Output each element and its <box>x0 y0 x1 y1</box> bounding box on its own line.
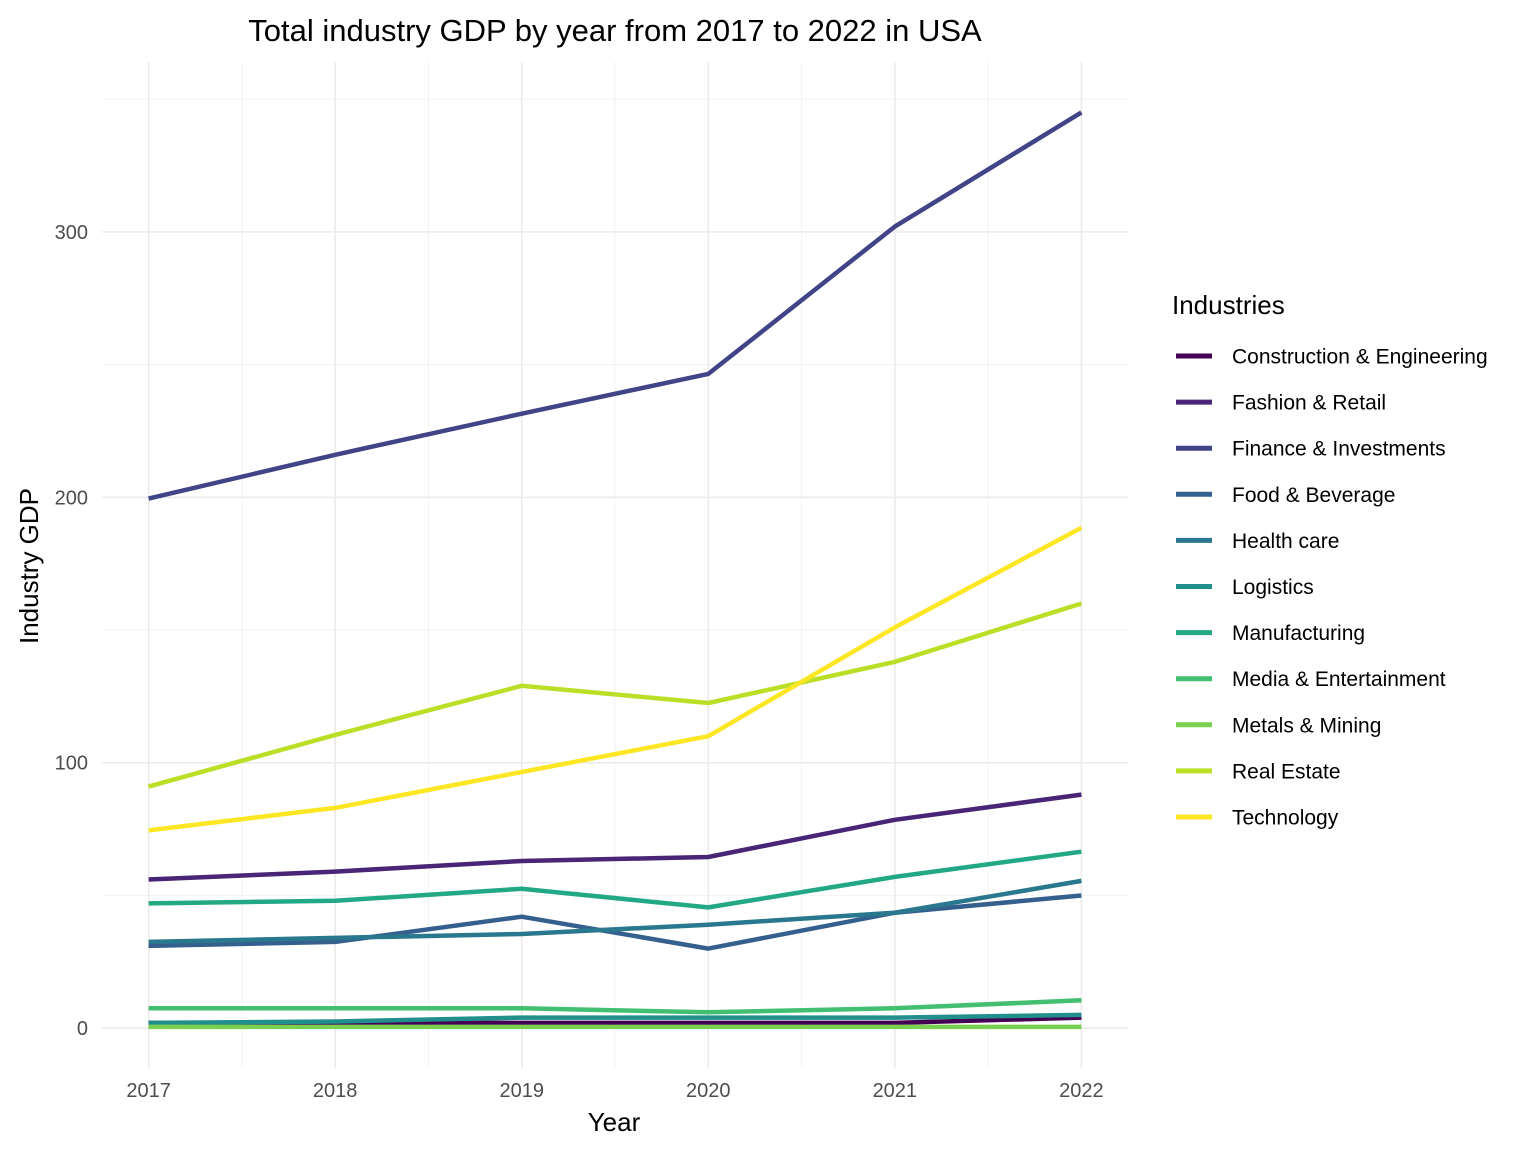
legend-title: Industries <box>1172 290 1285 320</box>
y-tick-label: 0 <box>77 1018 88 1040</box>
y-tick-label: 300 <box>55 222 88 244</box>
x-tick-label: 2021 <box>873 1080 918 1102</box>
legend-label: Manufacturing <box>1232 622 1365 645</box>
legend-item: Finance & Investments <box>1176 438 1446 461</box>
legend-label: Construction & Engineering <box>1232 346 1488 369</box>
series-lines <box>147 110 1083 1030</box>
legend-label: Logistics <box>1232 576 1314 599</box>
legend-label: Media & Entertainment <box>1232 668 1446 691</box>
legend-label: Food & Beverage <box>1232 484 1395 507</box>
series-line <box>148 1012 1082 1026</box>
series-line <box>148 998 1082 1015</box>
series-line <box>148 893 1082 951</box>
y-tick-label: 100 <box>55 753 88 775</box>
x-axis-ticks: 2017 2018 2019 2020 2021 2022 <box>126 1080 1103 1102</box>
legend-item: Food & Beverage <box>1176 484 1395 507</box>
x-tick-label: 2019 <box>499 1080 544 1102</box>
y-axis-title: Industry GDP <box>14 488 44 644</box>
legend-item: Manufacturing <box>1176 622 1365 645</box>
x-tick-label: 2017 <box>126 1080 171 1102</box>
legend-item: Fashion & Retail <box>1176 392 1386 415</box>
minor-gridlines <box>102 62 1128 1068</box>
series-line <box>148 849 1082 910</box>
series-line <box>148 525 1083 833</box>
legend-label: Finance & Investments <box>1232 438 1446 461</box>
legend-item: Real Estate <box>1176 760 1341 783</box>
plot-panel <box>102 62 1128 1068</box>
x-tick-label: 2020 <box>686 1080 731 1102</box>
legend-item: Construction & Engineering <box>1176 346 1488 369</box>
x-tick-label: 2018 <box>313 1080 358 1102</box>
legend-item: Logistics <box>1176 576 1314 599</box>
series-line <box>148 110 1083 501</box>
legend-item: Health care <box>1176 530 1339 553</box>
series-line <box>148 878 1082 945</box>
x-tick-label: 2022 <box>1059 1080 1104 1102</box>
series-line <box>147 601 1083 789</box>
legend-items: Construction & Engineering Fashion & Reta… <box>1176 346 1488 830</box>
major-gridlines <box>102 62 1128 1068</box>
legend-item: Media & Entertainment <box>1176 668 1446 691</box>
legend-label: Health care <box>1232 530 1339 553</box>
y-tick-label: 200 <box>55 487 88 509</box>
legend-label: Metals & Mining <box>1232 714 1381 737</box>
y-axis-ticks: 0 100 200 300 <box>55 222 88 1040</box>
legend-item: Metals & Mining <box>1176 714 1381 737</box>
chart-title: Total industry GDP by year from 2017 to … <box>248 13 982 48</box>
legend-label: Real Estate <box>1232 760 1341 783</box>
legend-label: Fashion & Retail <box>1232 392 1386 415</box>
legend-label: Technology <box>1232 807 1339 830</box>
series-line <box>148 792 1082 882</box>
legend: Industries Construction & Engineering Fas… <box>1172 290 1488 830</box>
legend-item: Technology <box>1176 807 1339 830</box>
x-axis-title: Year <box>588 1107 641 1137</box>
